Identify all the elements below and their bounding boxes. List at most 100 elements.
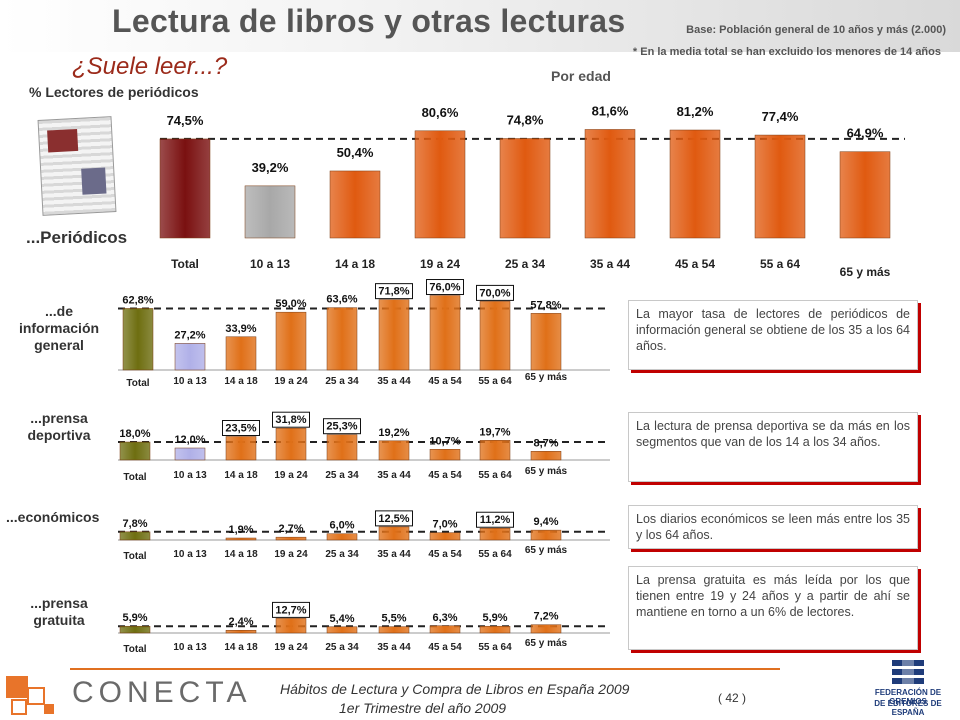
bar-14-a-18 (329, 170, 381, 239)
bar-65-y-más (530, 313, 562, 371)
chart-informacion-general: 62,8% Total 27,2% 10 a 13 33,9% 14 a 18 59,0% 1… (118, 279, 610, 389)
page-title: Lectura de libros y otras lecturas (112, 3, 626, 39)
conecta-logo: CONECTA (72, 676, 252, 709)
value-highlight-box (476, 284, 514, 301)
chart-label-prensa-deportiva: ...prensa deportiva (27, 410, 91, 443)
value-highlight-box (222, 420, 260, 436)
bar-45-a-54 (429, 625, 461, 634)
category-label: 45 a 54 (428, 549, 462, 560)
value-label: 12,7% (275, 604, 306, 616)
value-label: 59,0% (275, 298, 306, 310)
bar-55-a-64 (479, 301, 511, 371)
bar-14-a-18 (225, 436, 257, 461)
bar-10-a-13 (244, 185, 296, 239)
value-highlight-box (375, 510, 413, 527)
por-edad-label: Por edad (551, 68, 611, 84)
bar-19-a-24 (414, 130, 466, 239)
bar-Total (122, 308, 154, 371)
chart-label-informacion-general: ...de información general (18, 303, 100, 353)
bar-10-a-13 (174, 447, 206, 461)
category-label: 19 a 24 (274, 549, 308, 560)
category-label: 14 a 18 (335, 257, 375, 271)
value-label: 19,7% (479, 426, 510, 438)
category-label: Total (126, 378, 149, 389)
bar-45-a-54 (429, 295, 461, 371)
value-label: 31,8% (275, 414, 306, 426)
bar-55-a-64 (479, 527, 511, 541)
category-label: 65 y más (840, 265, 891, 279)
bar-55-a-64 (479, 625, 511, 634)
page-number: ( 42 ) (718, 691, 747, 705)
value-label: 74,5% (167, 113, 204, 128)
category-label: 19 a 24 (274, 642, 308, 653)
value-highlight-box (323, 418, 361, 435)
category-label: 65 y más (525, 372, 568, 383)
category-label: 10 a 13 (173, 549, 207, 560)
bar-19-a-24 (275, 311, 307, 371)
value-label: 12,5% (378, 513, 409, 525)
value-label: 76,0% (429, 282, 460, 294)
federacion-logo-line2: DE EDITORES DE ESPAÑA (874, 699, 942, 717)
category-label: 10 a 13 (250, 257, 290, 271)
value-label: 5,9% (122, 612, 147, 624)
category-label: 65 y más (525, 466, 568, 477)
bar-Total (159, 138, 211, 239)
value-label: 5,9% (482, 612, 507, 624)
bar-45-a-54 (429, 532, 461, 541)
category-label: 25 a 34 (325, 470, 359, 481)
value-label: 12,0% (174, 434, 205, 446)
category-label: 10 a 13 (173, 470, 207, 481)
bar-55-a-64 (479, 440, 511, 461)
value-label: 39,2% (252, 160, 289, 175)
conecta-squares-icon (6, 676, 54, 715)
value-label: 62,8% (122, 294, 153, 306)
category-label: 45 a 54 (428, 470, 462, 481)
value-label: 19,2% (378, 427, 409, 439)
bar-45-a-54 (429, 449, 461, 461)
category-label: 65 y más (525, 545, 568, 556)
percent-label: % Lectores de periódicos (29, 84, 199, 100)
value-label: 70,0% (479, 287, 510, 299)
value-label: 1,9% (228, 524, 253, 536)
bar-Total (119, 441, 151, 461)
value-label: 77,4% (762, 109, 799, 124)
value-label: 81,6% (592, 103, 629, 118)
bar-25-a-34 (326, 533, 358, 541)
bar-45-a-54 (669, 129, 721, 239)
category-label: 14 a 18 (224, 642, 258, 653)
note-prensa-deportiva: La lectura de prensa deportiva se da más… (628, 412, 918, 482)
value-label: 80,6% (422, 105, 459, 120)
category-label: 35 a 44 (377, 376, 411, 387)
bar-65-y-más (530, 529, 562, 541)
chart-label-periodicos: ...Periódicos (26, 228, 128, 247)
category-label: 65 y más (525, 638, 568, 649)
value-label: 6,0% (329, 520, 354, 532)
chart-economicos: 7,8% Total 10 a 13 1,9% 14 a 18 2,7% 19 a 24 6,… (118, 510, 610, 562)
category-label: 14 a 18 (224, 470, 258, 481)
federacion-logo-icon (892, 658, 924, 686)
footer-divider (70, 668, 780, 670)
category-label: 10 a 13 (173, 376, 207, 387)
value-label: 50,4% (337, 145, 374, 160)
bar-14-a-18 (225, 537, 257, 541)
bar-25-a-34 (326, 626, 358, 634)
value-highlight-box (375, 283, 413, 300)
category-label: 25 a 34 (325, 642, 359, 653)
value-label: 57,8% (530, 299, 561, 311)
bar-19-a-24 (275, 536, 307, 541)
chart-periodicos: 74,5% Total 39,2% 10 a 13 50,4% 14 a 18 80,6% 1… (159, 103, 905, 279)
footer-title: Hábitos de Lectura y Compra de Libros en… (280, 681, 630, 697)
bar-35-a-44 (378, 440, 410, 461)
bar-14-a-18 (225, 629, 257, 634)
chart-label-prensa-gratuita: ...prensa gratuita (30, 595, 88, 628)
category-label: Total (123, 644, 146, 655)
category-label: 55 a 64 (478, 376, 512, 387)
value-label: 25,3% (326, 421, 357, 433)
category-label: 45 a 54 (675, 257, 715, 271)
bar-35-a-44 (378, 526, 410, 541)
bar-25-a-34 (326, 434, 358, 461)
bar-Total (119, 625, 151, 634)
category-label: 35 a 44 (377, 470, 411, 481)
note-informacion-general: La mayor tasa de lectores de periódicos … (628, 300, 918, 370)
